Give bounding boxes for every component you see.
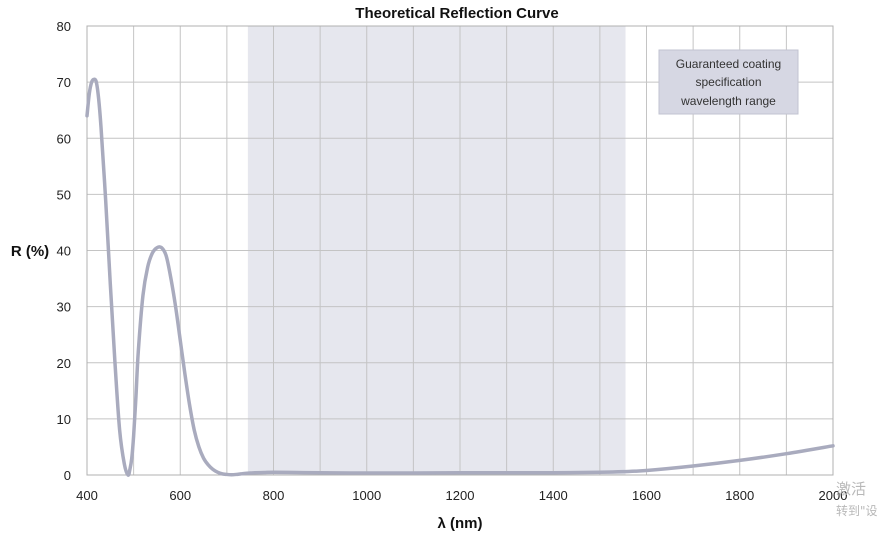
y-tick-label: 40 (57, 244, 71, 259)
x-tick-label: 1000 (352, 488, 381, 503)
x-tick-label: 600 (169, 488, 191, 503)
x-tick-label: 800 (263, 488, 285, 503)
watermark-line-1: 激活 (836, 480, 866, 498)
x-tick-label: 2000 (819, 488, 848, 503)
legend-swatch (658, 49, 799, 115)
legend-box: Guaranteed coating specification wavelen… (658, 49, 799, 115)
y-tick-label: 60 (57, 131, 71, 146)
x-tick-label: 1600 (632, 488, 661, 503)
chart-title: Theoretical Reflection Curve (355, 5, 558, 22)
y-tick-labels: 0 10 20 30 40 50 60 70 80 (57, 19, 71, 483)
legend-line-1: Guaranteed coating (676, 57, 781, 71)
x-tick-labels: 400 600 800 1000 1200 1400 1600 1800 2000 (76, 488, 847, 503)
watermark-line-2: 转到"设 (836, 503, 878, 518)
x-tick-label: 400 (76, 488, 98, 503)
x-tick-label: 1800 (725, 488, 754, 503)
legend-line-2: specification (695, 75, 761, 89)
y-axis-label: R (%) (11, 243, 49, 260)
y-tick-label: 0 (64, 468, 71, 483)
y-tick-label: 80 (57, 19, 71, 34)
reflection-curve (85, 77, 835, 477)
y-tick-label: 50 (57, 187, 71, 202)
x-tick-label: 1400 (539, 488, 568, 503)
legend-line-3: wavelength range (680, 94, 776, 108)
plot-frame (86, 25, 834, 476)
y-tick-label: 70 (57, 75, 71, 90)
y-tick-label: 10 (57, 412, 71, 427)
x-axis-label: λ (nm) (438, 515, 483, 532)
y-tick-label: 20 (57, 356, 71, 371)
y-tick-label: 30 (57, 300, 71, 315)
x-tick-label: 1200 (446, 488, 475, 503)
